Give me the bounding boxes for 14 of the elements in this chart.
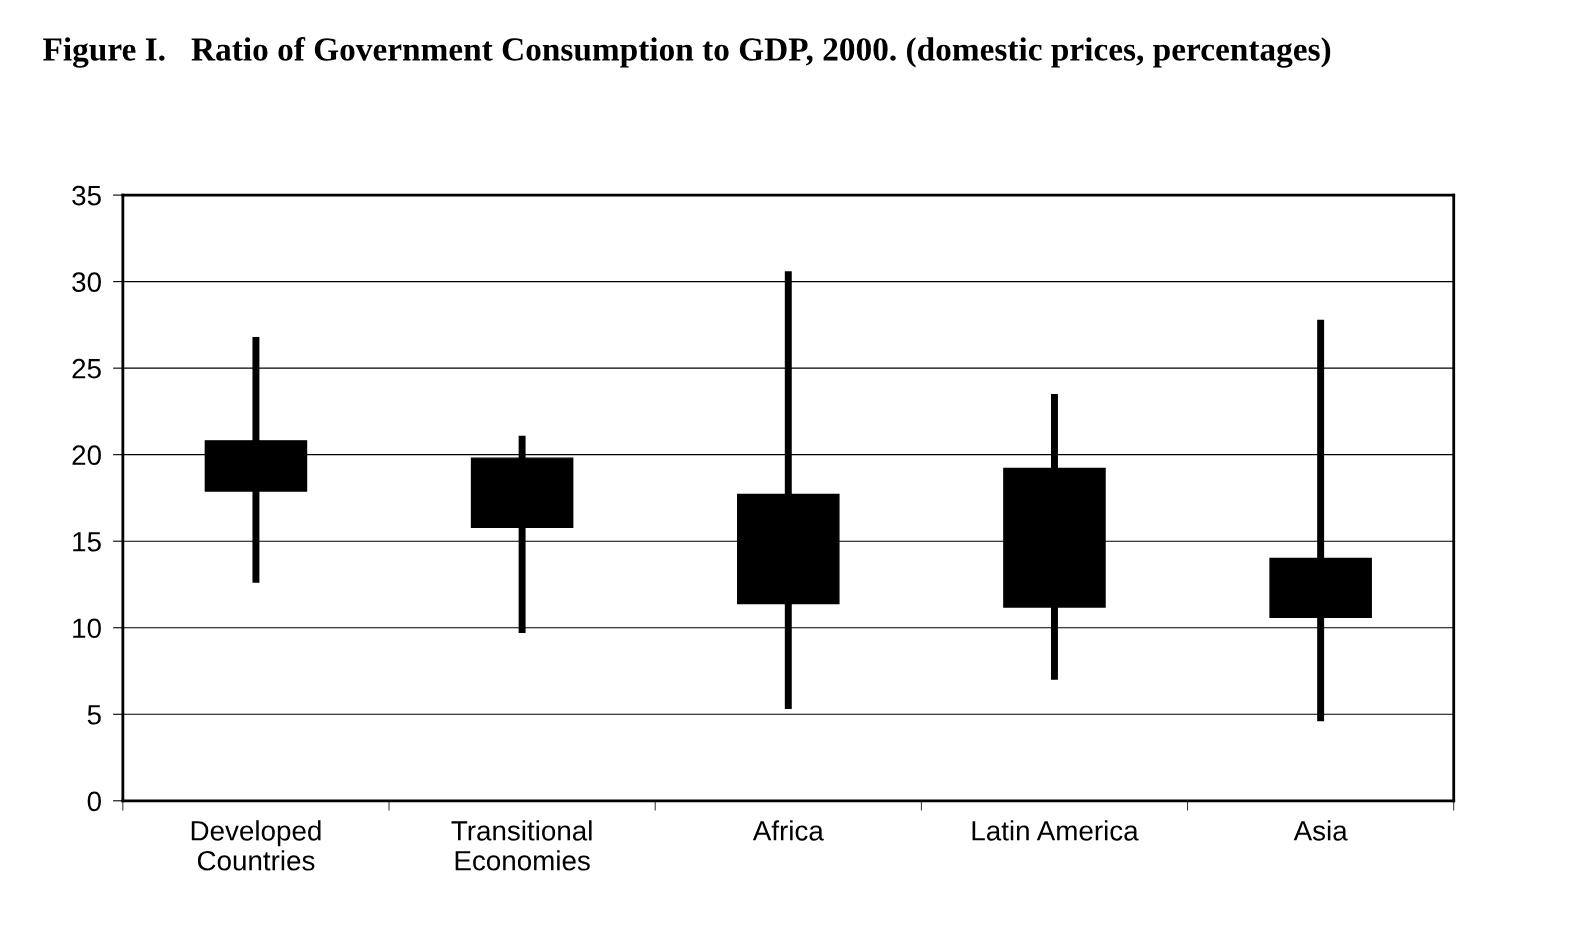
x-tick-label: Asia [1293,820,1348,841]
y-tick-label: 0 [87,791,101,812]
chart-title: Figure I. Ratio of Government Consumption to GDP, 2000. (domestic prices, percentages) [43,36,1331,68]
y-tick-label: 10 [73,618,101,639]
x-tick-label: Developed Countries [191,820,321,871]
y-tick-label: 30 [72,272,101,292]
y-tick-label: 15 [73,532,101,552]
y-tick-label: 35 [72,185,101,206]
y-tick-label: 25 [72,358,101,379]
y-tick-label: 5 [87,705,101,725]
x-tick-label: Africa [752,820,824,841]
y-tick-label: 20 [72,445,101,466]
x-tick-label: Transitional Economies [451,820,592,871]
x-tick-label: Latin America [972,820,1139,841]
